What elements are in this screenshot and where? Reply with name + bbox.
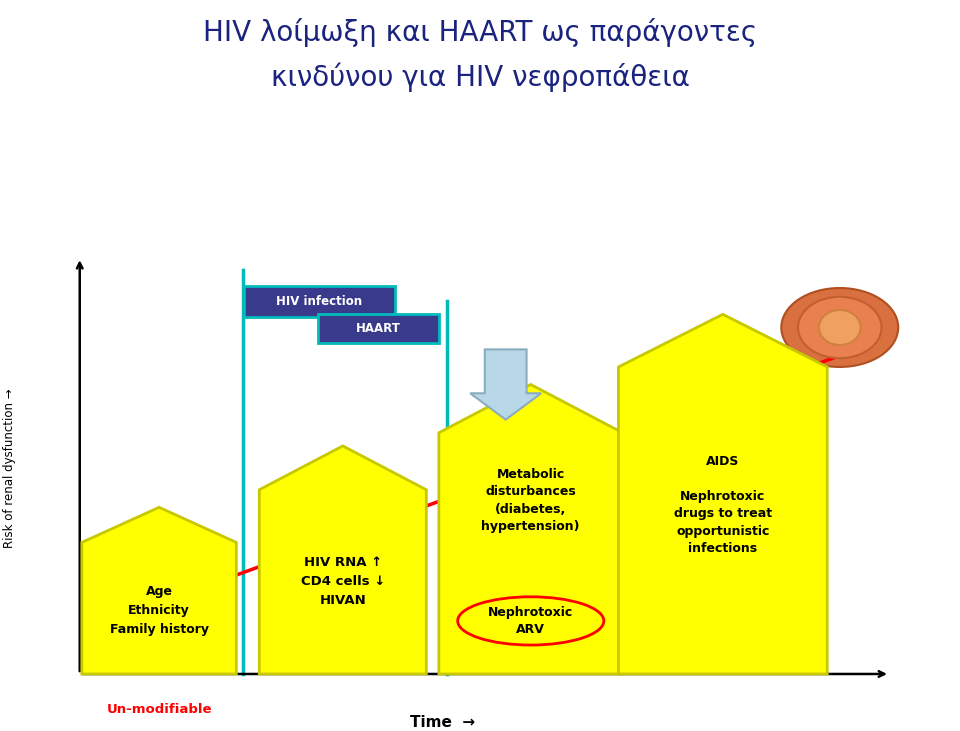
Ellipse shape bbox=[798, 297, 881, 358]
Text: Time  →: Time → bbox=[411, 715, 475, 730]
FancyArrow shape bbox=[470, 349, 541, 420]
Polygon shape bbox=[82, 507, 236, 674]
Polygon shape bbox=[259, 446, 426, 674]
Text: Metabolic
disturbances
(diabetes,
hypertension): Metabolic disturbances (diabetes, hypert… bbox=[482, 468, 580, 533]
Text: κινδύνου για HIV νεφροπάθεια: κινδύνου για HIV νεφροπάθεια bbox=[271, 62, 689, 91]
Text: Nephrotoxic
ARV: Nephrotoxic ARV bbox=[488, 606, 573, 636]
Text: AIDS

Nephrotoxic
drugs to treat
opportunistic
infections: AIDS Nephrotoxic drugs to treat opportun… bbox=[674, 455, 772, 556]
Text: Age
Ethnicity
Family history: Age Ethnicity Family history bbox=[109, 586, 208, 636]
Text: Risk of renal dysfunction →: Risk of renal dysfunction → bbox=[3, 388, 16, 548]
Text: Un-modifiable: Un-modifiable bbox=[107, 702, 212, 716]
Ellipse shape bbox=[781, 288, 899, 367]
Text: HIV RNA ↑
CD4 cells ↓
HIVAN: HIV RNA ↑ CD4 cells ↓ HIVAN bbox=[300, 556, 385, 607]
Text: HIV λοίμωξη και HAART ως παράγοντες: HIV λοίμωξη και HAART ως παράγοντες bbox=[203, 18, 757, 48]
FancyBboxPatch shape bbox=[244, 286, 395, 317]
Polygon shape bbox=[618, 314, 828, 674]
FancyBboxPatch shape bbox=[318, 314, 439, 343]
Ellipse shape bbox=[819, 310, 860, 345]
Text: HIV infection: HIV infection bbox=[276, 295, 363, 308]
Text: HAART: HAART bbox=[356, 322, 400, 335]
Polygon shape bbox=[439, 385, 623, 674]
